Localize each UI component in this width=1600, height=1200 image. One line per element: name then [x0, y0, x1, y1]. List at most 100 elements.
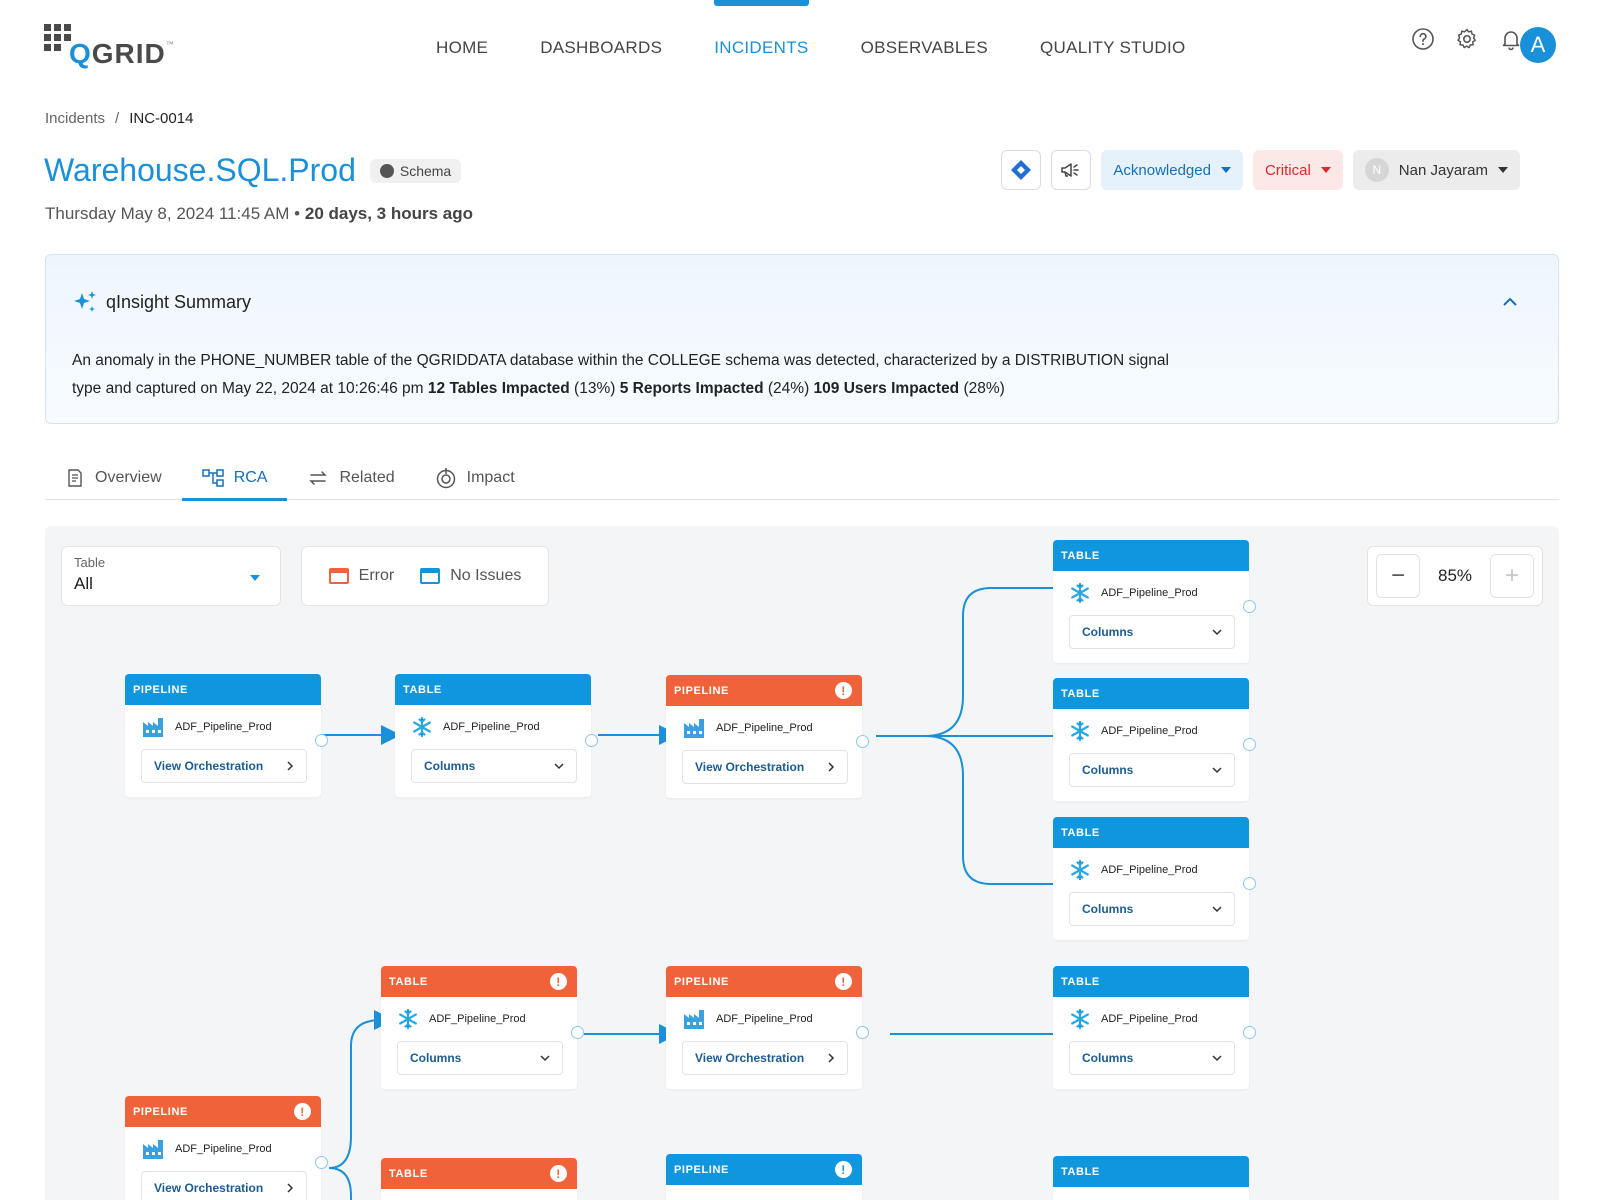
notification-bell-icon[interactable] — [1498, 26, 1524, 52]
legend-error: Error — [328, 567, 394, 585]
table-node[interactable]: TABLE ADF_Pipeline_Prod Columns — [1053, 540, 1256, 663]
rca-lineage-canvas[interactable]: Table All Error No Issues − 85% + PIPELI… — [45, 526, 1559, 1200]
node-asset: ADF_Pipeline_Prod — [682, 718, 848, 738]
assignee-dropdown[interactable]: N Nan Jayaram — [1352, 150, 1520, 190]
node-type: TABLE — [1061, 1165, 1100, 1178]
output-port[interactable] — [315, 734, 328, 747]
snowflake-icon — [399, 1008, 417, 1030]
node-asset: ADF_Pipeline_Prod — [1069, 582, 1235, 604]
qgrid-logo[interactable]: QGRID ™ — [44, 24, 174, 70]
tab-related[interactable]: Related — [287, 456, 414, 500]
node-header: PIPELINE! — [666, 675, 862, 706]
severity-dropdown[interactable]: Critical — [1252, 150, 1343, 190]
pipeline-node[interactable]: PIPELINE! ADF_Pipeline_Prod View Orchest… — [125, 1096, 328, 1200]
collapse-summary-button[interactable] — [1502, 295, 1518, 313]
help-icon[interactable] — [1410, 26, 1436, 52]
nav-home[interactable]: HOME — [436, 38, 489, 57]
table-node[interactable]: TABLE ADF_Pipeline_Prod Columns — [1053, 678, 1256, 801]
columns-dropdown[interactable]: Columns — [1069, 1041, 1235, 1075]
summary-text: An anomaly in the PHONE_NUMBER table of … — [72, 347, 1172, 403]
nav-observables[interactable]: OBSERVABLES — [860, 38, 988, 57]
output-port[interactable] — [1243, 738, 1256, 751]
user-avatar[interactable]: A — [1520, 27, 1556, 63]
table-node[interactable]: TABLE! ADF_Pipeline_Prod Columns — [381, 966, 584, 1089]
zoom-control: − 85% + — [1367, 546, 1543, 606]
megaphone-icon — [1061, 163, 1080, 177]
nav-incidents[interactable]: INCIDENTS — [688, 0, 834, 96]
columns-dropdown[interactable]: Columns — [1069, 753, 1235, 787]
tab-rca[interactable]: RCA — [181, 456, 288, 501]
incident-age: 20 days, 3 hours ago — [304, 204, 474, 223]
node-type: TABLE — [1061, 549, 1100, 562]
view-orchestration-button[interactable]: View Orchestration — [682, 1041, 848, 1075]
incident-actions: Acknowledged Critical N Nan Jayaram — [1001, 150, 1520, 190]
table-node[interactable]: TABLE ADF_Pipeline_Prod Columns — [1053, 966, 1256, 1089]
table-node[interactable]: TABLE! — [381, 1158, 577, 1200]
table-filter-select[interactable]: Table All — [61, 546, 281, 606]
pipeline-node[interactable]: PIPELINE! ADF_Pipeline_Prod View Orchest… — [666, 675, 869, 798]
pipeline-node[interactable]: PIPELINE ADF_Pipeline_Prod View Orchestr… — [125, 674, 328, 797]
output-port[interactable] — [571, 1026, 584, 1039]
node-name: ADF_Pipeline_Prod — [175, 721, 272, 733]
table-node[interactable]: TABLE ADF_Pipeline_Prod Columns — [1053, 817, 1256, 940]
chevron-down-icon — [1212, 905, 1222, 912]
columns-dropdown[interactable]: Columns — [1069, 615, 1235, 649]
columns-dropdown[interactable]: Columns — [397, 1041, 563, 1075]
node-type: PIPELINE — [674, 1163, 729, 1176]
node-action-label: View Orchestration — [154, 1181, 264, 1195]
announce-button[interactable] — [1051, 150, 1092, 190]
breadcrumb-separator: / — [115, 110, 120, 127]
tab-impact[interactable]: Impact — [415, 456, 535, 500]
warning-icon: ! — [835, 682, 852, 699]
chip-label: Schema — [399, 162, 452, 179]
node-header: TABLE! — [381, 1158, 577, 1189]
pipeline-node[interactable]: PIPELINE! — [666, 1154, 862, 1200]
columns-dropdown[interactable]: Columns — [411, 749, 577, 783]
table-node[interactable]: TABLE — [1053, 1156, 1249, 1200]
node-body: ADF_Pipeline_Prod Columns — [1053, 571, 1249, 663]
nav-dashboards[interactable]: DASHBOARDS — [540, 38, 663, 57]
tab-overview[interactable]: Overview — [45, 456, 182, 500]
output-port[interactable] — [1243, 1026, 1256, 1039]
node-body: ADF_Pipeline_Prod Columns — [381, 997, 577, 1089]
reports-impacted: 5 Reports Impacted — [619, 380, 764, 397]
columns-dropdown[interactable]: Columns — [1069, 892, 1235, 926]
view-orchestration-button[interactable]: View Orchestration — [141, 1171, 307, 1200]
table-node[interactable]: TABLE ADF_Pipeline_Prod Columns — [395, 674, 598, 797]
output-port[interactable] — [856, 1026, 869, 1039]
status-caret-icon — [1220, 167, 1231, 173]
breadcrumb-incidents[interactable]: Incidents — [45, 110, 106, 127]
view-orchestration-button[interactable]: View Orchestration — [682, 750, 848, 784]
node-body: ADF_Pipeline_Prod View Orchestration — [125, 705, 321, 797]
pipeline-node[interactable]: PIPELINE! ADF_Pipeline_Prod View Orchest… — [666, 966, 869, 1089]
view-orchestration-button[interactable]: View Orchestration — [141, 749, 307, 783]
output-port[interactable] — [856, 735, 869, 748]
snowflake-icon — [1071, 859, 1089, 881]
node-action-label: View Orchestration — [695, 1051, 805, 1065]
swap-arrows-icon — [309, 471, 328, 485]
output-port[interactable] — [585, 734, 598, 747]
node-asset: ADF_Pipeline_Prod — [1069, 1008, 1235, 1030]
node-asset: ADF_Pipeline_Prod — [1069, 720, 1235, 742]
node-header: PIPELINE — [125, 674, 321, 705]
output-port[interactable] — [1243, 600, 1256, 613]
node-body: ADF_Pipeline_Prod Columns — [1053, 848, 1249, 940]
settings-gear-icon[interactable] — [1454, 26, 1480, 52]
output-port[interactable] — [315, 1156, 328, 1169]
status-dropdown[interactable]: Acknowledged — [1101, 150, 1243, 190]
qinsight-summary-panel: qInsight Summary An anomaly in the PHONE… — [45, 254, 1559, 424]
zoom-in-button[interactable]: + — [1490, 554, 1534, 598]
summary-header: qInsight Summary — [72, 289, 251, 315]
jira-diamond-icon — [1011, 160, 1032, 180]
node-name: ADF_Pipeline_Prod — [1101, 1013, 1198, 1025]
output-port[interactable] — [1243, 877, 1256, 890]
zoom-out-button[interactable]: − — [1376, 554, 1420, 598]
nav-quality-studio[interactable]: QUALITY STUDIO — [1039, 38, 1186, 57]
logo-trademark: ™ — [165, 40, 174, 49]
factory-icon — [143, 718, 163, 737]
impact-icon — [436, 468, 455, 489]
tables-impacted: 12 Tables Impacted — [427, 380, 570, 397]
jira-button[interactable] — [1001, 150, 1042, 190]
node-body: ADF_Pipeline_Prod Columns — [1053, 997, 1249, 1089]
filter-caret-icon — [250, 575, 260, 581]
